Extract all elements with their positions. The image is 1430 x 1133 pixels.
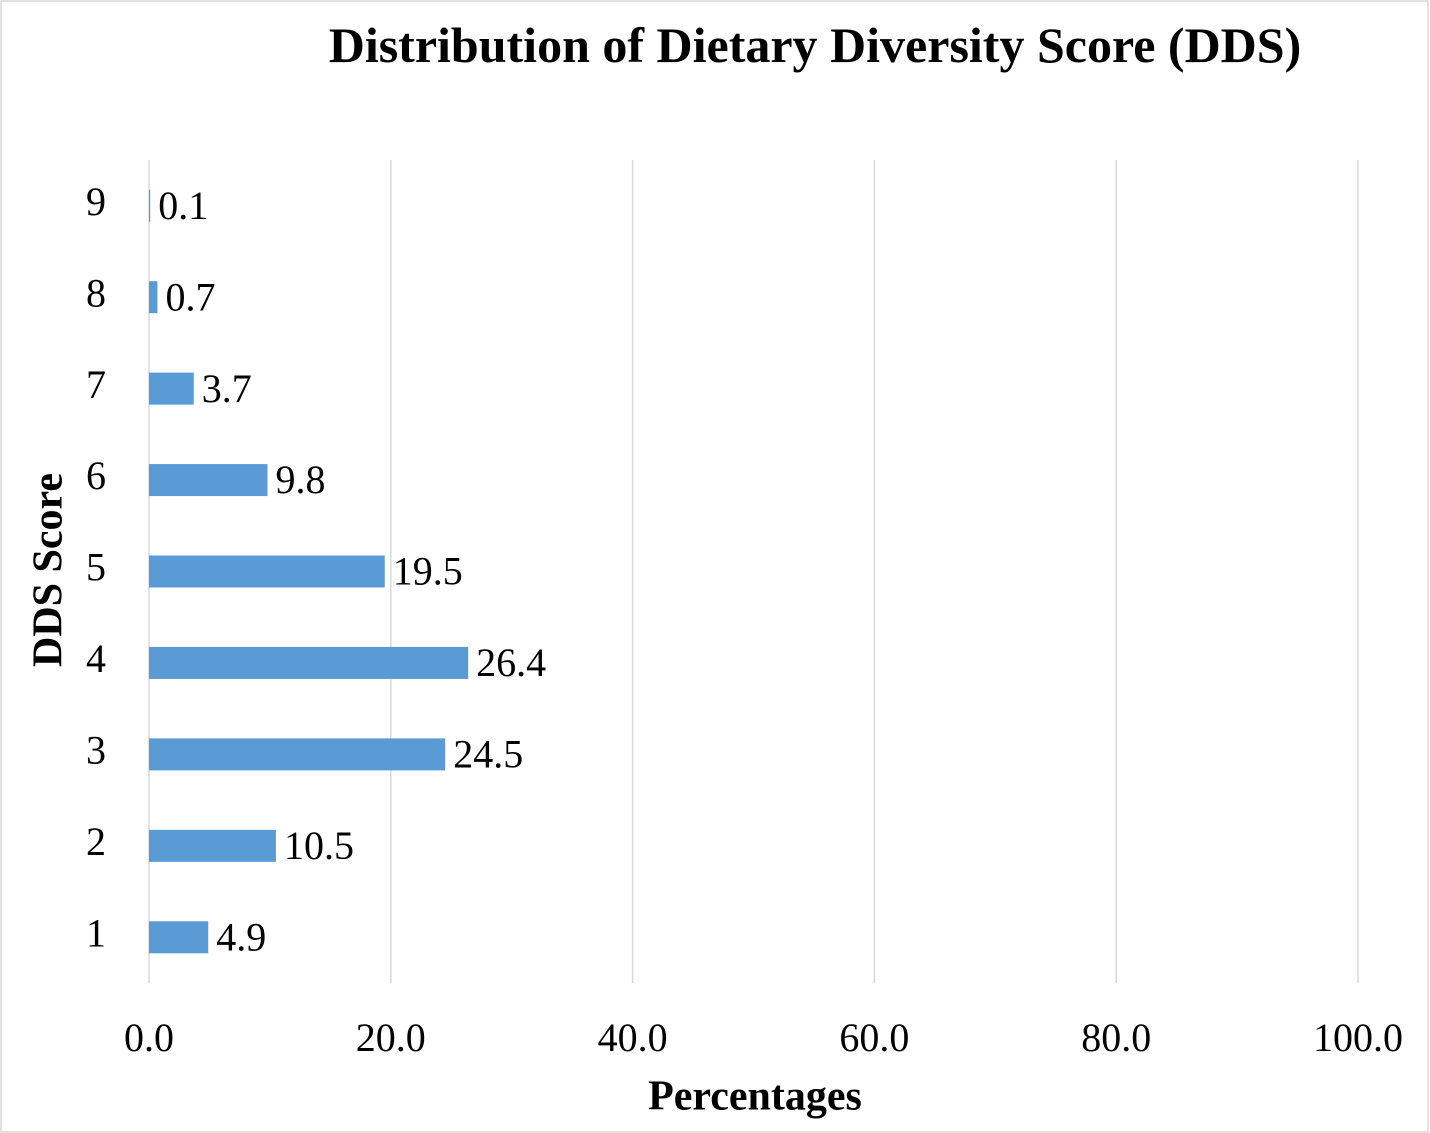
x-tick-label: 20.0 [356,1015,426,1060]
data-label: 4.9 [216,914,266,959]
chart-title: Distribution of Dietary Diversity Score … [328,17,1302,73]
bar [149,372,194,405]
x-tick-label: 60.0 [839,1015,909,1060]
bar [149,189,151,222]
y-tick-label: 5 [86,545,106,590]
bar [149,829,276,862]
data-label: 24.5 [453,732,523,777]
bar [149,281,158,314]
y-tick-label: 1 [86,910,106,955]
data-label: 0.7 [165,274,215,319]
y-axis-label: DDS Score [26,473,72,667]
y-tick-label: 4 [86,636,106,681]
x-tick-label: 100.0 [1313,1015,1403,1060]
x-axis-label: Percentages [648,1074,862,1120]
data-label: 26.4 [476,640,546,685]
x-tick-label: 80.0 [1081,1015,1151,1060]
y-tick-label: 6 [86,453,106,498]
bar [149,555,385,588]
bar [149,738,446,771]
y-tick-label: 9 [86,179,106,224]
data-label: 19.5 [393,549,463,594]
y-tick-label: 2 [86,819,106,864]
data-label: 3.7 [202,366,252,411]
bar [149,464,268,497]
y-tick-label: 3 [86,728,106,773]
y-tick-label: 8 [86,270,106,315]
x-tick-label: 40.0 [598,1015,668,1060]
data-label: 10.5 [284,823,354,868]
data-label: 0.1 [158,183,208,228]
data-label: 9.8 [275,457,325,502]
x-tick-label: 0.0 [124,1015,174,1060]
y-tick-label: 7 [86,362,106,407]
bar [149,921,209,954]
bar [149,646,469,679]
